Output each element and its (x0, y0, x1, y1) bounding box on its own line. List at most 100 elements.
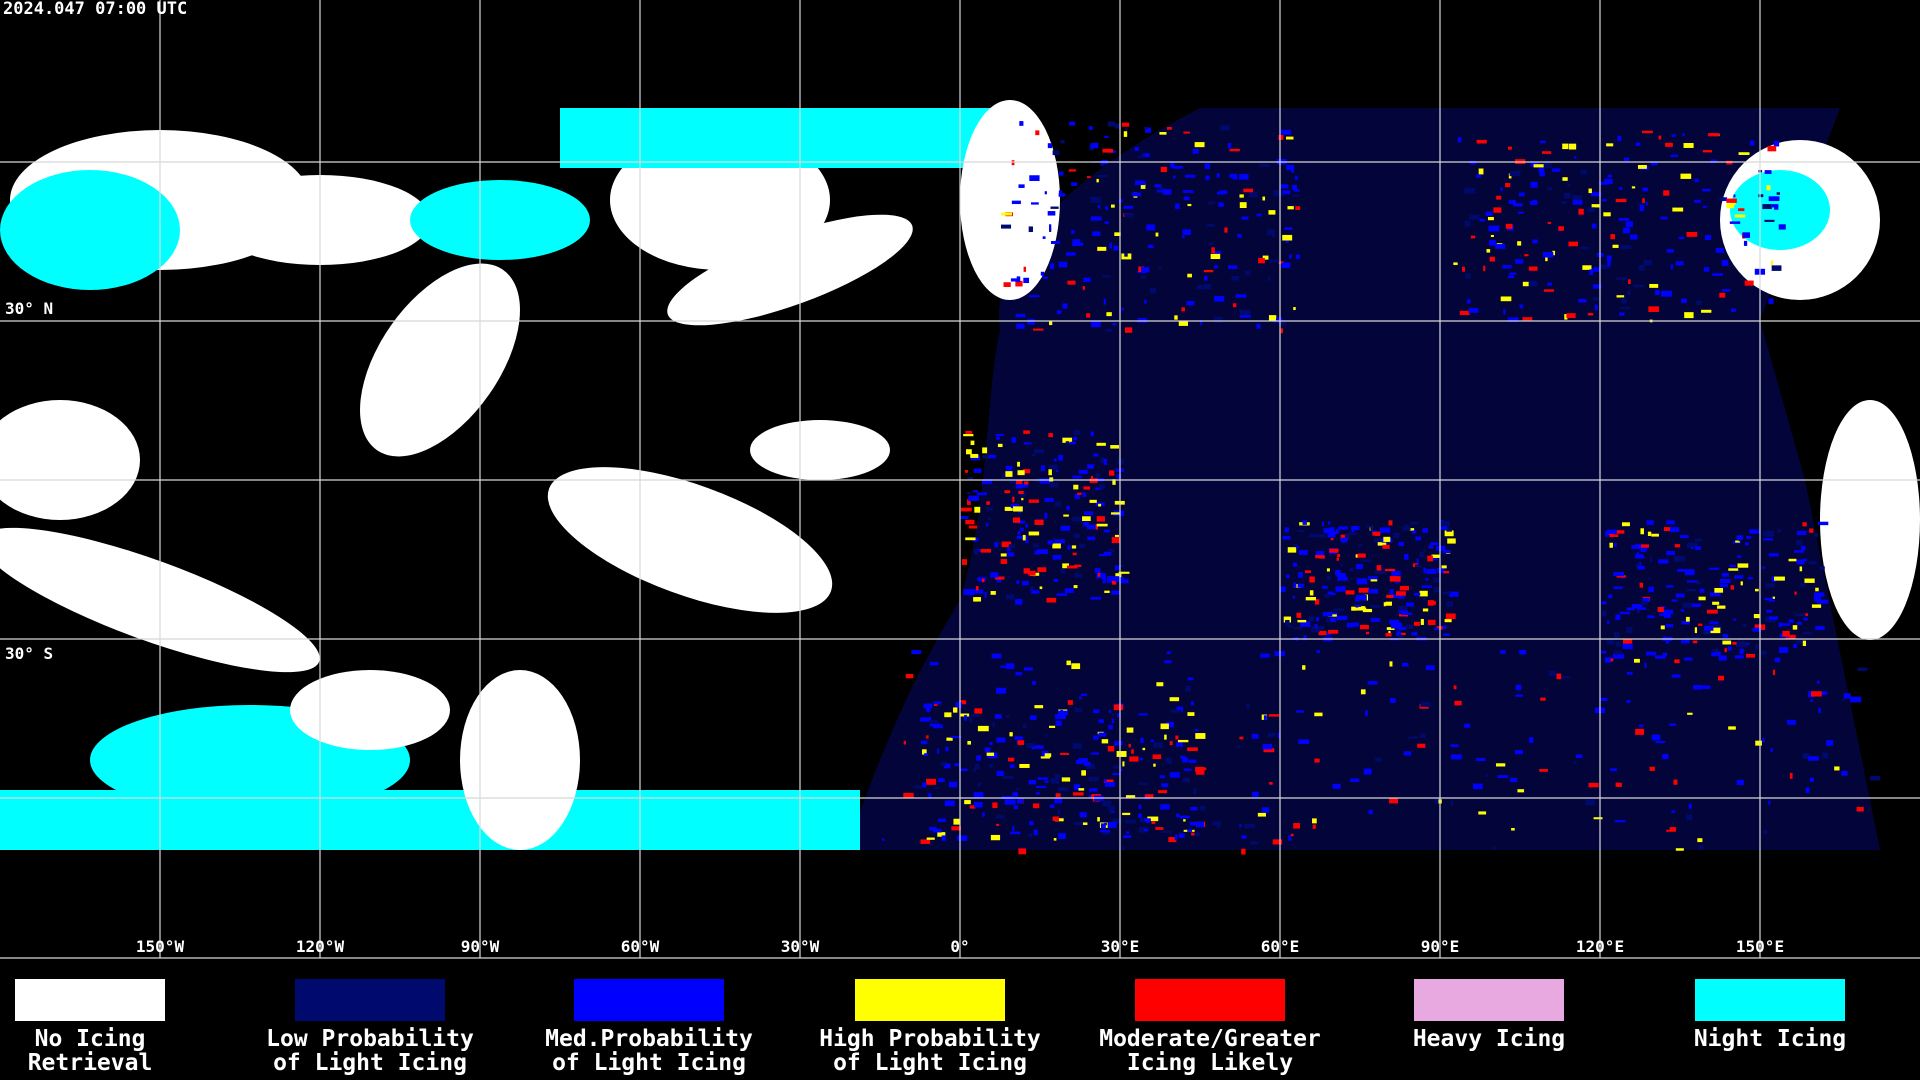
speckle (1117, 713, 1121, 718)
speckle (1239, 174, 1249, 180)
speckle (1098, 503, 1102, 507)
speckle (1512, 200, 1515, 205)
speckle (1445, 613, 1456, 619)
speckle (974, 506, 981, 513)
cloud (410, 180, 590, 260)
speckle (1539, 171, 1545, 177)
speckle (1053, 838, 1057, 841)
speckle (1640, 544, 1649, 548)
speckle (1678, 236, 1685, 240)
speckle (1647, 615, 1655, 619)
speckle (1669, 723, 1677, 726)
speckle (1321, 585, 1328, 589)
speckle (1025, 539, 1029, 543)
speckle (1391, 623, 1402, 629)
speckle (1468, 308, 1479, 313)
speckle (1795, 613, 1806, 617)
speckle (1049, 320, 1053, 326)
speckle (1241, 835, 1247, 839)
speckle (1252, 791, 1259, 797)
speckle (1350, 778, 1360, 783)
speckle (1116, 474, 1122, 479)
speckle (1464, 723, 1471, 728)
speckle (1801, 545, 1806, 551)
speckle (1642, 130, 1653, 134)
speckle (1850, 696, 1862, 703)
speckle (1666, 829, 1676, 832)
speckle (1734, 214, 1746, 218)
speckle (1621, 297, 1627, 304)
speckle (944, 800, 955, 807)
speckle (1214, 265, 1218, 269)
speckle (1644, 663, 1647, 668)
speckle (1073, 784, 1081, 790)
speckle (1054, 714, 1066, 720)
speckle (1326, 575, 1331, 581)
speckle (1004, 506, 1013, 511)
speckle (1374, 538, 1382, 543)
speckle (1681, 298, 1687, 304)
speckle (1818, 707, 1821, 714)
speckle (1732, 618, 1737, 621)
speckle (965, 537, 976, 541)
speckle (1063, 514, 1069, 517)
speckle (1016, 276, 1021, 283)
speckle (1049, 224, 1052, 231)
speckle (1073, 430, 1081, 436)
speckle (1175, 203, 1180, 210)
speckle (1067, 545, 1071, 550)
speckle (1113, 245, 1119, 251)
speckle (1708, 567, 1720, 570)
speckle (1016, 323, 1025, 329)
speckle (1684, 657, 1693, 661)
speckle (1778, 622, 1783, 628)
speckle (1140, 183, 1146, 189)
speckle (937, 832, 946, 837)
speckle (1034, 705, 1044, 709)
speckle (1235, 294, 1247, 298)
speckle (1545, 256, 1548, 262)
speckle (1297, 619, 1307, 623)
speckle (1623, 639, 1633, 644)
speckle (929, 723, 941, 727)
speckle (1058, 261, 1068, 268)
speckle (1355, 596, 1360, 602)
speckle (1483, 265, 1486, 272)
speckle (1528, 266, 1538, 271)
speckle (1529, 737, 1534, 743)
speckle (1442, 591, 1451, 595)
speckle (977, 577, 987, 581)
speckle (1386, 627, 1395, 630)
speckle (1822, 752, 1829, 759)
speckle (1796, 530, 1807, 535)
speckle (1108, 806, 1116, 812)
speckle (1103, 298, 1107, 305)
speckle (1672, 207, 1684, 212)
lat-label: 30° N (5, 299, 53, 318)
speckle (1446, 529, 1452, 532)
speckle (1023, 430, 1031, 434)
speckle (938, 818, 946, 822)
speckle (1515, 694, 1523, 697)
speckle (1256, 323, 1261, 329)
speckle (1311, 626, 1320, 633)
speckle (1696, 300, 1702, 306)
speckle (1401, 612, 1413, 616)
speckle (1263, 748, 1275, 753)
speckle (1094, 568, 1101, 573)
legend-label: Night Icing (1694, 1026, 1846, 1052)
speckle (1605, 657, 1611, 662)
speckle (1416, 558, 1419, 564)
speckle (1370, 618, 1381, 622)
speckle (1671, 599, 1678, 602)
speckle (1017, 483, 1029, 488)
speckle (994, 542, 999, 548)
speckle (1284, 527, 1289, 533)
speckle (1296, 529, 1305, 532)
speckle (1113, 704, 1124, 711)
speckle (1062, 563, 1070, 569)
speckle (1419, 551, 1425, 558)
speckle (1103, 551, 1112, 556)
